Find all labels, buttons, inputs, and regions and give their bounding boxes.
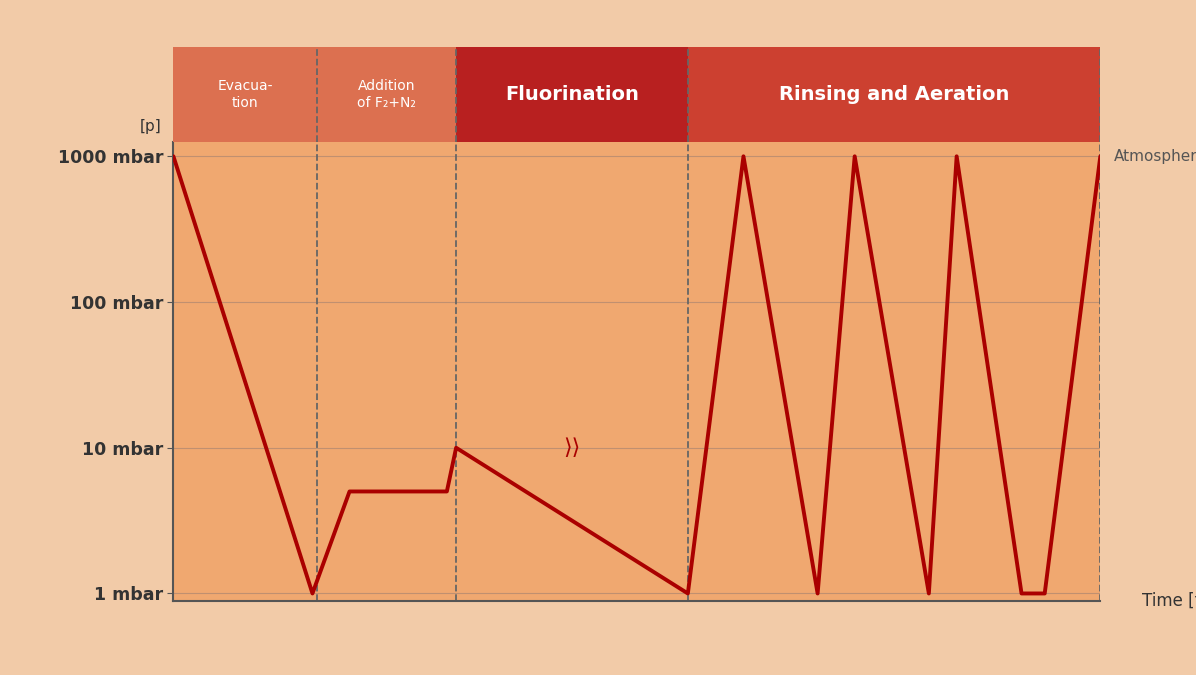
FancyBboxPatch shape (688, 47, 1100, 142)
Text: Rinsing and Aeration: Rinsing and Aeration (779, 85, 1009, 104)
FancyBboxPatch shape (317, 47, 456, 142)
Text: ⟩⟩: ⟩⟩ (563, 438, 580, 458)
Text: [p]: [p] (140, 119, 161, 134)
Text: Addition
of F₂+N₂: Addition of F₂+N₂ (358, 80, 416, 109)
Text: Time [t]: Time [t] (1142, 592, 1196, 610)
FancyBboxPatch shape (173, 47, 317, 142)
Text: Evacua-
tion: Evacua- tion (218, 80, 273, 109)
FancyBboxPatch shape (456, 47, 688, 142)
Text: Atmosphere: Atmosphere (1115, 148, 1196, 164)
Text: Fluorination: Fluorination (505, 85, 639, 104)
